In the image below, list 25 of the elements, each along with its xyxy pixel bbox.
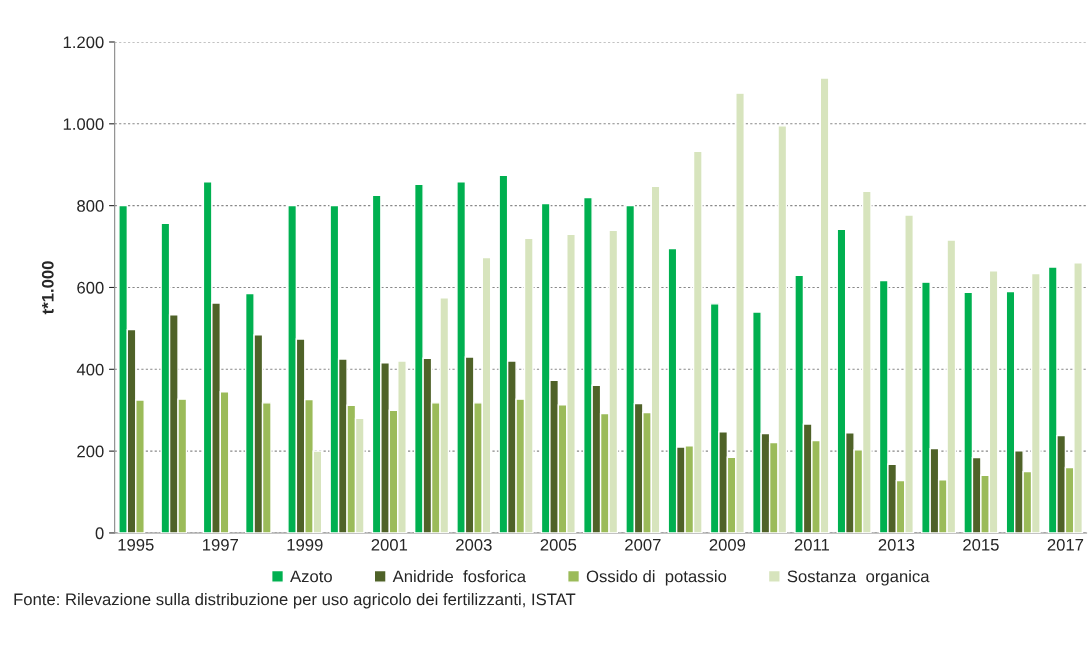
y-tick-label: 600 <box>77 281 104 294</box>
source-note: Fonte: Rilevazione sulla distribuzione per uso agricolo dei fertilizzanti, ISTAT <box>14 593 576 609</box>
y-tick-label: 1.200 <box>63 36 104 49</box>
legend-label: Anidride fosforica <box>392 570 527 583</box>
x-tick-label: 2005 <box>540 538 577 551</box>
y-tick-label: 1.000 <box>63 118 104 131</box>
x-tick-label: 2007 <box>625 538 661 551</box>
x-tick-label: 2001 <box>371 538 408 551</box>
x-tick-label: 1999 <box>287 538 323 551</box>
legend-label: Ossido di potassio <box>586 570 727 586</box>
x-tick-label: 2015 <box>963 538 999 551</box>
y-tick-label: 400 <box>76 363 104 376</box>
x-tick-label: 2009 <box>709 538 746 551</box>
x-tick-label: 2011 <box>794 538 829 551</box>
legend-label: Azoto <box>290 570 332 583</box>
x-tick-label: 1995 <box>118 538 154 551</box>
x-tick-label: 2013 <box>878 538 915 551</box>
y-tick-label: 0 <box>95 527 104 540</box>
x-tick-label: 2003 <box>456 538 492 551</box>
x-tick-label: 1997 <box>203 538 238 551</box>
y-tick-label: 800 <box>77 200 104 212</box>
legend-label: Sostanza organica <box>787 570 930 586</box>
x-tick-label: 2017 <box>1047 538 1084 551</box>
y-tick-label: 200 <box>77 445 104 458</box>
y-axis-title: t*1.000 <box>41 261 54 315</box>
